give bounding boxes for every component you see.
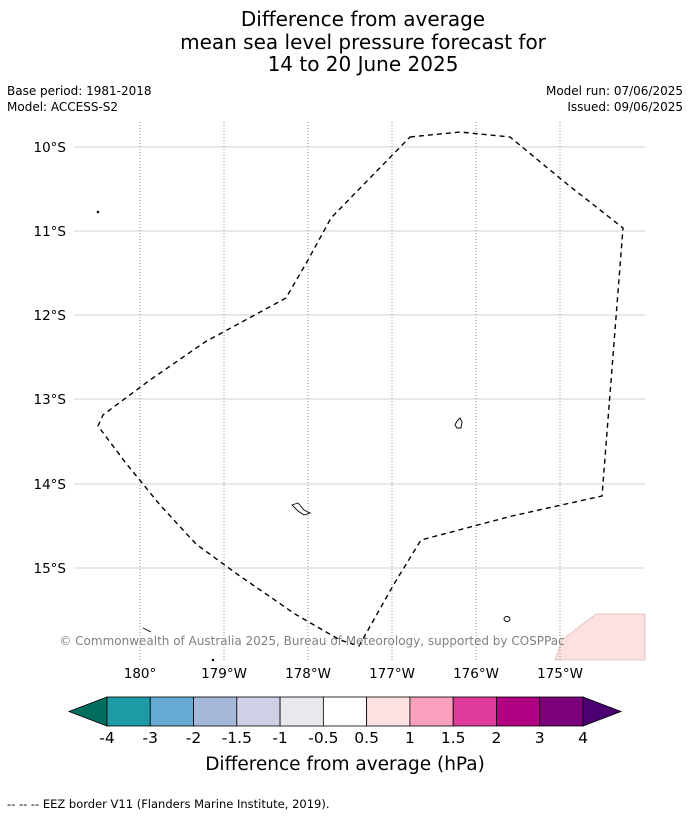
lon-label-177w: 177°W [369, 666, 415, 682]
lat-label-13s: 13°S [34, 392, 67, 408]
colorbar-swatch [409, 696, 454, 727]
colorbar-tick-label: -1 [272, 729, 287, 747]
lon-label-176w: 176°W [453, 666, 499, 682]
latitude-gridlines [74, 146, 645, 569]
lon-label-175w: 175°W [537, 666, 583, 682]
title-line-1: Difference from average [240, 7, 486, 31]
island-dot-s [211, 658, 215, 662]
eez-border [97, 131, 624, 647]
lat-label-15s: 15°S [34, 561, 67, 577]
lon-label-179w: 179°W [201, 666, 247, 682]
colorbar-extend-max [582, 696, 623, 727]
colorbar-swatch [236, 696, 281, 727]
eez-footnote: -- -- -- EEZ border V11 (Flanders Marine… [7, 797, 330, 811]
run-info: Model run: 07/06/2025 Issued: 09/06/2025 [546, 84, 683, 115]
island-sw [142, 627, 152, 633]
colorbar-swatch [366, 696, 411, 727]
colorbar-swatch [452, 696, 497, 727]
colorbar-ticks: -4 -3 -2 -1.5 -1 -0.5 0.5 1 1.5 2 3 4 [99, 729, 588, 747]
colorbar: -4 -3 -2 -1.5 -1 -0.5 0.5 1 1.5 2 3 4 Difference fr… [67, 696, 623, 775]
colorbar-tick-label: -4 [99, 729, 114, 747]
colorbar-swatch [322, 696, 368, 727]
colorbar-tick-label: 0.5 [354, 729, 379, 747]
longitude-gridlines [139, 122, 561, 660]
colorbar-swatches [67, 696, 623, 727]
model-text: Model: ACCESS-S2 [7, 99, 119, 114]
model-run-text: Model run: 07/06/2025 [545, 84, 683, 98]
colorbar-swatch [279, 696, 324, 727]
island-rotuma-area [454, 417, 463, 429]
colorbar-tick-label: 3 [535, 729, 545, 747]
lat-label-10s: 10°S [34, 140, 67, 156]
colorbar-tick-label: 1.5 [441, 729, 466, 747]
lon-label-178w: 178°W [285, 666, 331, 682]
island-dot-nw [96, 210, 100, 214]
island-south [503, 616, 511, 622]
anomaly-patch [554, 613, 646, 661]
islands [96, 210, 511, 662]
lon-label-180: 180° [124, 666, 157, 682]
island-west-group [291, 502, 312, 516]
copyright-text: © Commonwealth of Australia 2025, Bureau… [59, 634, 564, 648]
colorbar-tick-label: -2 [186, 729, 201, 747]
colorbar-extend-min [67, 696, 108, 727]
colorbar-tick-label: -3 [143, 729, 158, 747]
colorbar-swatch [149, 696, 194, 727]
longitude-labels: 180° 179°W 178°W 177°W 176°W 175°W [124, 666, 583, 682]
colorbar-swatch [193, 696, 238, 727]
lat-label-14s: 14°S [34, 477, 67, 493]
map-title: Difference from average mean sea level p… [0, 8, 690, 76]
colorbar-tick-label: -1.5 [222, 729, 252, 747]
colorbar-label: Difference from average (hPa) [205, 754, 485, 775]
colorbar-tick-label: -0.5 [308, 729, 338, 747]
colorbar-tick-label: 1 [405, 729, 415, 747]
colorbar-swatch [539, 696, 584, 727]
title-line-2: mean sea level pressure forecast for [180, 29, 546, 54]
lat-label-12s: 12°S [34, 308, 67, 324]
colorbar-swatch [496, 696, 541, 727]
title-line-3: 14 to 20 June 2025 [267, 52, 459, 76]
model-info: Base period: 1981-2018 Model: ACCESS-S2 [7, 84, 152, 115]
latitude-labels: 10°S 11°S 12°S 13°S 14°S 15°S [34, 140, 67, 577]
lat-label-11s: 11°S [34, 224, 67, 240]
issued-text: Issued: 09/06/2025 [567, 99, 683, 114]
colorbar-tick-label: 4 [578, 729, 588, 747]
base-period-text: Base period: 1981-2018 [7, 84, 152, 98]
colorbar-swatch [106, 696, 151, 727]
colorbar-tick-label: 2 [492, 729, 502, 747]
